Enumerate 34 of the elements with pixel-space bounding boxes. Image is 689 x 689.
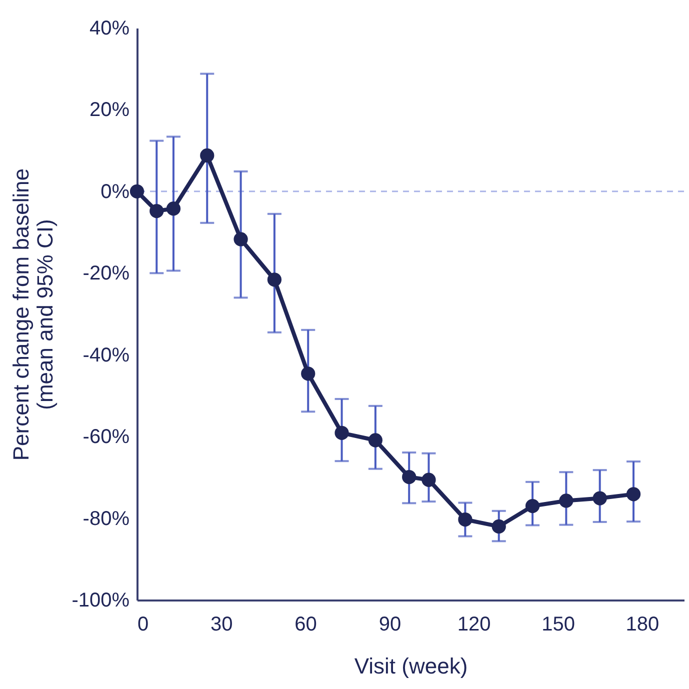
point <box>234 232 248 246</box>
point <box>559 494 574 508</box>
x-tick-label: 180 <box>626 614 660 636</box>
point <box>492 519 506 534</box>
point <box>422 472 436 487</box>
y-tick-label: 40% <box>89 18 130 40</box>
point <box>301 366 316 381</box>
point <box>267 272 282 287</box>
x-tick-label: 30 <box>210 614 233 636</box>
point <box>200 148 214 163</box>
y-axis-title: Percent change from baseline (mean and 95% CI) <box>8 168 58 461</box>
point <box>458 512 472 527</box>
y-tick-label: -60% <box>82 426 130 448</box>
x-tick-label: 0 <box>138 614 149 636</box>
y-tick-label: -20% <box>82 262 130 285</box>
point <box>368 433 383 448</box>
point <box>402 470 416 484</box>
y-tick-label: 20% <box>89 99 130 122</box>
point <box>150 204 164 218</box>
x-tick-label: 120 <box>457 614 491 636</box>
point <box>626 487 641 502</box>
y-tick-label: 0% <box>100 180 130 203</box>
x-tick-label: 60 <box>294 614 317 636</box>
y-tick-label: -100% <box>72 590 130 612</box>
x-axis-title: Visit (week) <box>354 654 468 678</box>
point <box>525 498 540 514</box>
point <box>334 426 349 440</box>
x-tick-label: 150 <box>542 614 575 636</box>
point <box>166 202 181 216</box>
x-tick-label: 90 <box>378 614 402 636</box>
y-tick-label: -40% <box>82 344 130 366</box>
point <box>592 491 607 506</box>
y-tick-label: -80% <box>82 508 130 530</box>
point <box>130 184 144 198</box>
